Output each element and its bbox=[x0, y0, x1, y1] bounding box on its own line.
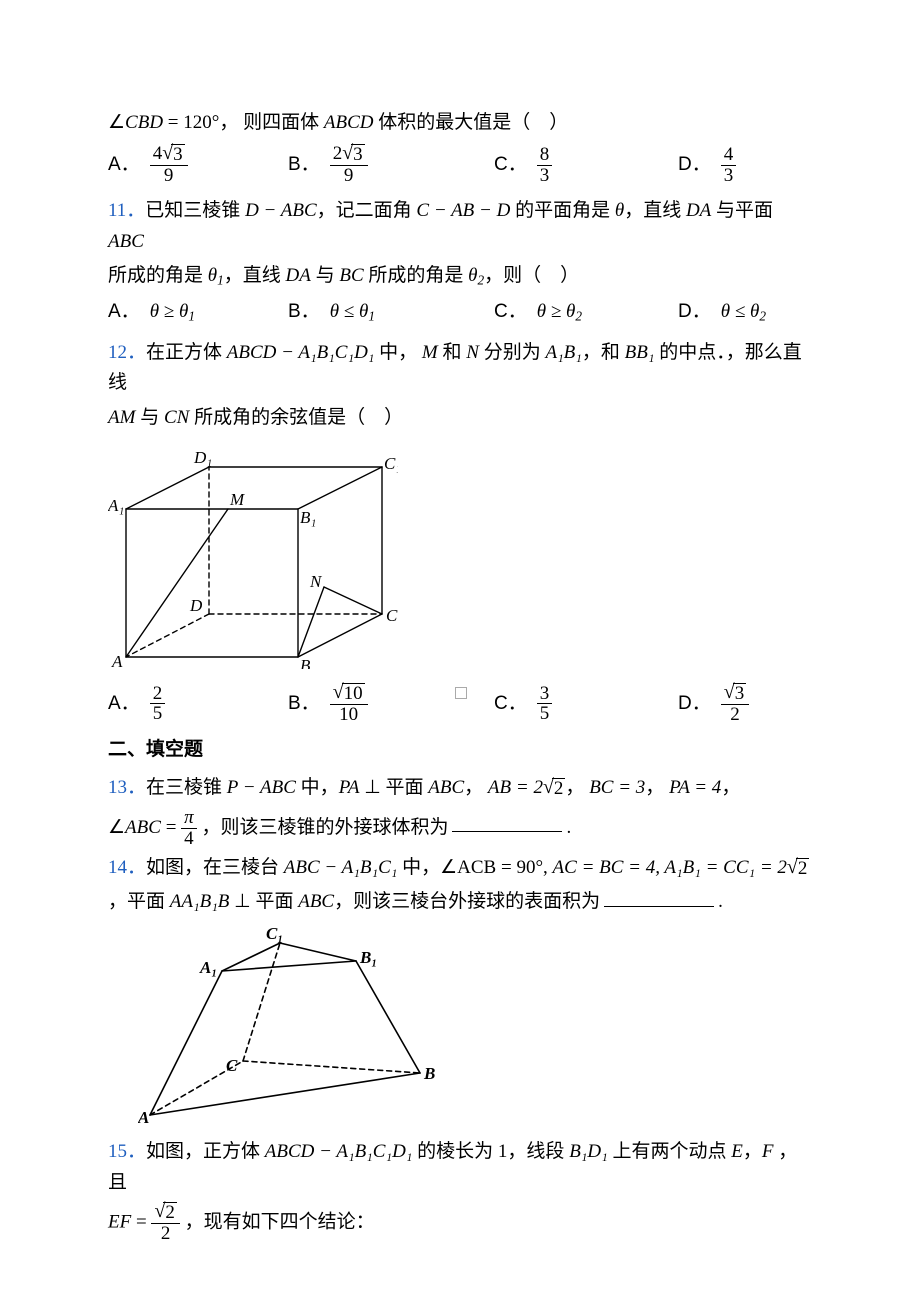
q14-line2: ，平面 AA₁B₁B ⊥ 平面 ABC，则该三棱台外接球的表面积为. bbox=[108, 887, 812, 917]
opt-a-value: 25 bbox=[150, 684, 166, 725]
opt-d-label: D． bbox=[678, 689, 711, 719]
opt-d-value: √32 bbox=[721, 683, 749, 725]
opt-d-label: D． bbox=[678, 150, 711, 180]
q11-choices: A． θ ≥ θ1 B． θ ≤ θ1 C． θ ≥ θ2 D． θ ≤ θ2 bbox=[108, 297, 812, 327]
lbl-D: D bbox=[189, 596, 203, 615]
opt-d-value: 43 bbox=[721, 145, 737, 186]
q13-line2: ∠ABC = π4 ，则该三棱锥的外接球体积为. bbox=[108, 808, 812, 849]
lbl-C1: C₁ bbox=[266, 924, 283, 943]
opt-a-value: θ ≥ θ1 bbox=[150, 297, 195, 327]
lbl-B: B bbox=[423, 1064, 435, 1083]
q13-line1: 13．在三棱锥 P − ABC 中，PA ⊥ 平面 ABC， AB = 2√2，… bbox=[108, 773, 812, 803]
opt-b-value: 2√39 bbox=[330, 144, 368, 186]
q12-figure: A B C D A₁ B₁ C₁ D₁ M N bbox=[108, 439, 812, 669]
opt-d-value: θ ≤ θ2 bbox=[721, 297, 766, 327]
q15-number: 15． bbox=[108, 1141, 146, 1162]
q11-line2: 所成的角是 θ1，直线 DA 与 BC 所成的角是 θ2，则（ ） bbox=[108, 261, 812, 291]
opt-a-label: A． bbox=[108, 150, 140, 180]
lbl-A1: A₁ bbox=[199, 958, 217, 977]
opt-b-label: B． bbox=[288, 297, 320, 327]
opt-b-label: B． bbox=[288, 689, 320, 719]
page-center-marker bbox=[455, 687, 467, 699]
lbl-B1: B₁ bbox=[359, 948, 377, 967]
opt-b-value: θ ≤ θ1 bbox=[330, 297, 375, 327]
lbl-D1: D₁ bbox=[193, 448, 212, 467]
opt-a-label: A． bbox=[108, 689, 140, 719]
opt-a-label: A． bbox=[108, 297, 140, 327]
lbl-C: C bbox=[226, 1056, 238, 1075]
q10-choices: A． 4√39 B． 2√39 C． 83 D． 43 bbox=[108, 144, 812, 186]
opt-c-value: 35 bbox=[537, 684, 553, 725]
q15-line1: 15．如图，正方体 ABCD − A₁B₁C₁D₁ 的棱长为 1，线段 B₁D₁… bbox=[108, 1137, 812, 1198]
q14-number: 14． bbox=[108, 857, 146, 878]
blank-answer bbox=[604, 906, 714, 907]
lbl-A1: A₁ bbox=[108, 496, 124, 515]
opt-a-value: 4√39 bbox=[150, 144, 188, 186]
q13-number: 13． bbox=[108, 777, 146, 798]
opt-d-label: D． bbox=[678, 297, 711, 327]
lbl-B1: B₁ bbox=[300, 508, 316, 527]
q14-figure: A B C A₁ B₁ C₁ bbox=[138, 923, 812, 1123]
lbl-A: A bbox=[111, 652, 123, 669]
opt-c-label: C． bbox=[494, 150, 527, 180]
q10-tail: ∠CBD = 120°， 则四面体 ABCD 体积的最大值是（ ） bbox=[108, 108, 812, 138]
lbl-C: C bbox=[386, 606, 398, 625]
lbl-N: N bbox=[309, 572, 323, 591]
opt-c-label: C． bbox=[494, 297, 527, 327]
q12-line2: AM 与 CN 所成角的余弦值是（ ） bbox=[108, 403, 812, 433]
opt-c-value: θ ≥ θ2 bbox=[537, 297, 582, 327]
blank-answer bbox=[452, 831, 562, 832]
opt-b-label: B． bbox=[288, 150, 320, 180]
angle-expr: ∠CBD = 120°， bbox=[108, 112, 243, 133]
lbl-M: M bbox=[229, 490, 245, 509]
q14-line1: 14．如图，在三棱台 ABC − A₁B₁C₁ 中，∠ACB = 90°, AC… bbox=[108, 853, 812, 883]
q15-line2: EF = √22 ，现有如下四个结论： bbox=[108, 1202, 812, 1244]
lbl-B: B bbox=[300, 656, 311, 669]
opt-c-value: 83 bbox=[537, 145, 553, 186]
section-2-heading: 二、填空题 bbox=[108, 735, 812, 765]
opt-c-label: C． bbox=[494, 689, 527, 719]
lbl-A: A bbox=[138, 1108, 149, 1123]
q11-number: 11． bbox=[108, 200, 145, 221]
lbl-C1: C₁ bbox=[384, 454, 398, 473]
opt-b-value: √1010 bbox=[330, 683, 368, 725]
q11-line1: 11．已知三棱锥 D − ABC，记二面角 C − AB − D 的平面角是 θ… bbox=[108, 196, 812, 257]
q12-line1: 12．在正方体 ABCD − A₁B₁C₁D₁ 中， M 和 N 分别为 A₁B… bbox=[108, 338, 812, 399]
q12-number: 12． bbox=[108, 342, 146, 363]
